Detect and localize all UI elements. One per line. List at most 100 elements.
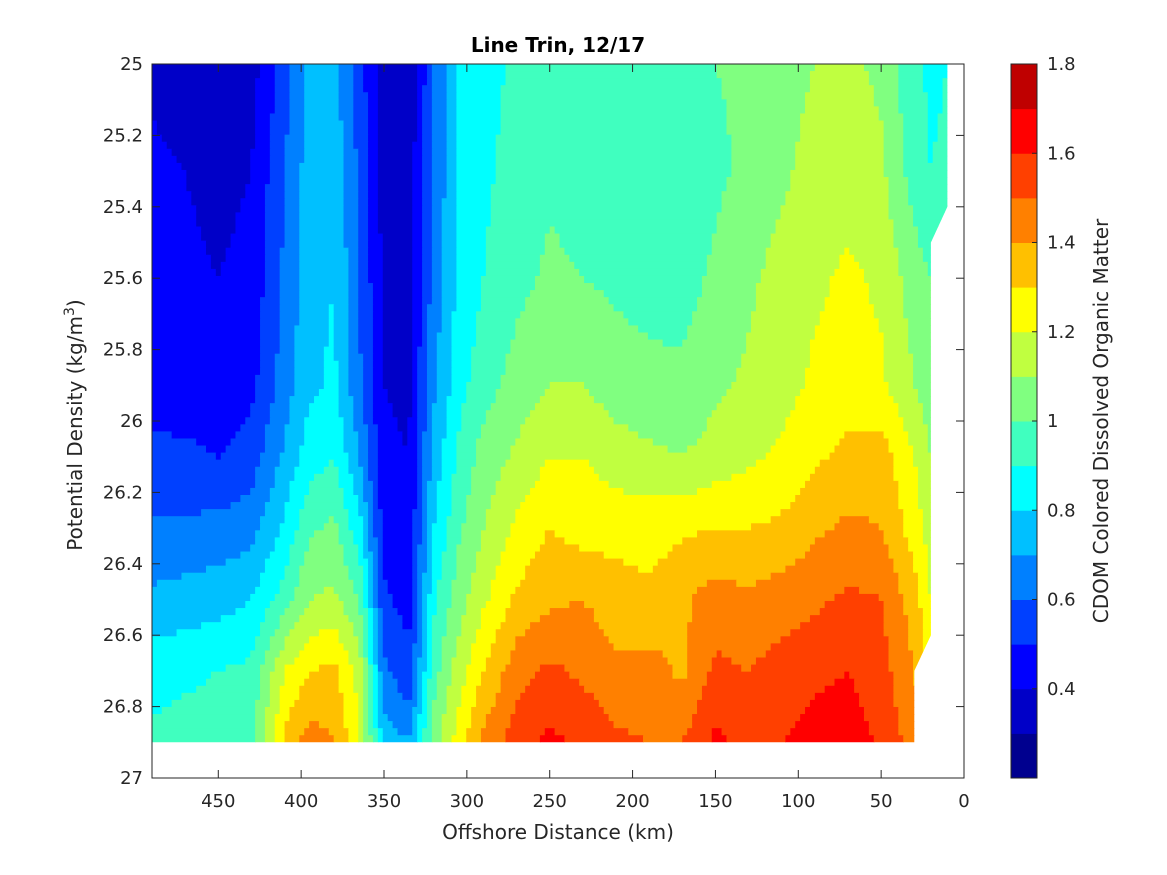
contour-cell — [240, 424, 266, 433]
contour-cell — [240, 551, 271, 560]
contour-cell — [451, 579, 472, 588]
contour-cell — [372, 565, 379, 574]
contour-cell — [431, 537, 448, 546]
contour-cell — [201, 226, 237, 235]
contour-cell — [328, 459, 335, 468]
contour-cell — [250, 177, 271, 185]
contour-cell — [461, 537, 482, 546]
contour-cell — [299, 268, 349, 277]
contour-cell — [412, 410, 418, 418]
contour-cell — [284, 424, 305, 433]
contour-cell — [279, 304, 300, 312]
contour-cell — [927, 134, 939, 143]
contour-cell — [525, 685, 585, 694]
contour-cell — [456, 169, 497, 178]
contour-cell — [908, 537, 924, 546]
contour-cell — [343, 120, 354, 129]
contour-cell — [299, 735, 335, 743]
contour-cell — [368, 586, 374, 595]
contour-cell — [431, 127, 448, 136]
contour-cell — [490, 706, 516, 715]
contour-cell — [544, 537, 566, 546]
contour-cell — [446, 120, 458, 129]
contour-cell — [500, 473, 541, 482]
contour-cell — [417, 671, 423, 680]
contour-cell — [913, 367, 948, 376]
contour-cell — [456, 544, 482, 553]
contour-cell — [269, 141, 286, 150]
contour-cell — [593, 396, 723, 404]
contour-cell — [171, 148, 251, 157]
contour-cell — [206, 678, 261, 687]
contour-cell — [426, 657, 433, 666]
contour-cell — [269, 600, 291, 609]
contour-cell — [348, 283, 359, 291]
contour-cell — [485, 268, 541, 277]
contour-cell — [613, 643, 688, 652]
contour-cell — [456, 275, 482, 284]
contour-cell — [765, 650, 890, 659]
contour-cell — [525, 629, 605, 637]
contour-cell — [932, 148, 948, 157]
contour-cell — [294, 353, 325, 362]
contour-cell — [711, 247, 767, 256]
contour-cell — [422, 162, 433, 171]
contour-cell — [358, 558, 369, 567]
contour-cell — [431, 71, 448, 79]
contour-cell — [304, 438, 345, 447]
contour-cell — [490, 198, 723, 206]
contour-cell — [476, 692, 497, 701]
contour-cell — [372, 735, 379, 743]
contour-cell — [264, 261, 281, 270]
contour-cell — [422, 290, 433, 298]
contour-cell — [152, 367, 261, 376]
contour-cell — [358, 212, 369, 221]
contour-cell — [245, 417, 271, 425]
contour-cell — [417, 374, 428, 383]
contour-cell — [731, 169, 791, 178]
contour-cell — [422, 692, 428, 701]
contour-cell — [500, 466, 541, 475]
contour-cell — [701, 692, 816, 701]
contour-cell — [269, 495, 291, 503]
contour-cell — [844, 431, 885, 440]
contour-cell — [908, 643, 924, 652]
contour-cell — [289, 706, 345, 715]
contour-cell — [348, 311, 359, 319]
contour-cell — [152, 85, 256, 93]
contour-cell — [726, 389, 801, 397]
contour-cell — [898, 268, 929, 277]
contour-cell — [279, 283, 300, 291]
contour-cell — [500, 622, 531, 630]
contour-cell — [446, 64, 458, 72]
contour-cell — [377, 537, 384, 546]
contour-cell — [152, 452, 217, 461]
contour-cell — [431, 523, 448, 531]
contour-cell — [883, 629, 909, 637]
contour-cell — [426, 600, 438, 609]
contour-cell — [397, 678, 413, 687]
contour-cell — [333, 311, 349, 319]
contour-cell — [264, 290, 281, 298]
contour-cell — [426, 565, 433, 574]
contour-cell — [471, 579, 492, 588]
contour-cell — [515, 699, 600, 708]
contour-cell — [692, 608, 821, 616]
contour-cell — [348, 275, 359, 284]
contour-cell — [446, 544, 458, 553]
contour-cell — [721, 85, 811, 93]
contour-cell — [353, 678, 364, 687]
contour-cell — [181, 692, 261, 701]
colorbar-segment — [1011, 242, 1037, 288]
contour-cell — [441, 254, 458, 263]
contour-cell — [593, 692, 703, 701]
contour-cell — [878, 106, 899, 115]
contour-cell — [412, 254, 423, 263]
contour-cell — [338, 410, 354, 418]
contour-cell — [368, 600, 374, 609]
contour-cell — [451, 473, 472, 482]
contour-cell — [746, 339, 811, 348]
contour-cell — [260, 325, 281, 334]
contour-cell — [623, 487, 698, 496]
contour-cell — [490, 586, 516, 595]
